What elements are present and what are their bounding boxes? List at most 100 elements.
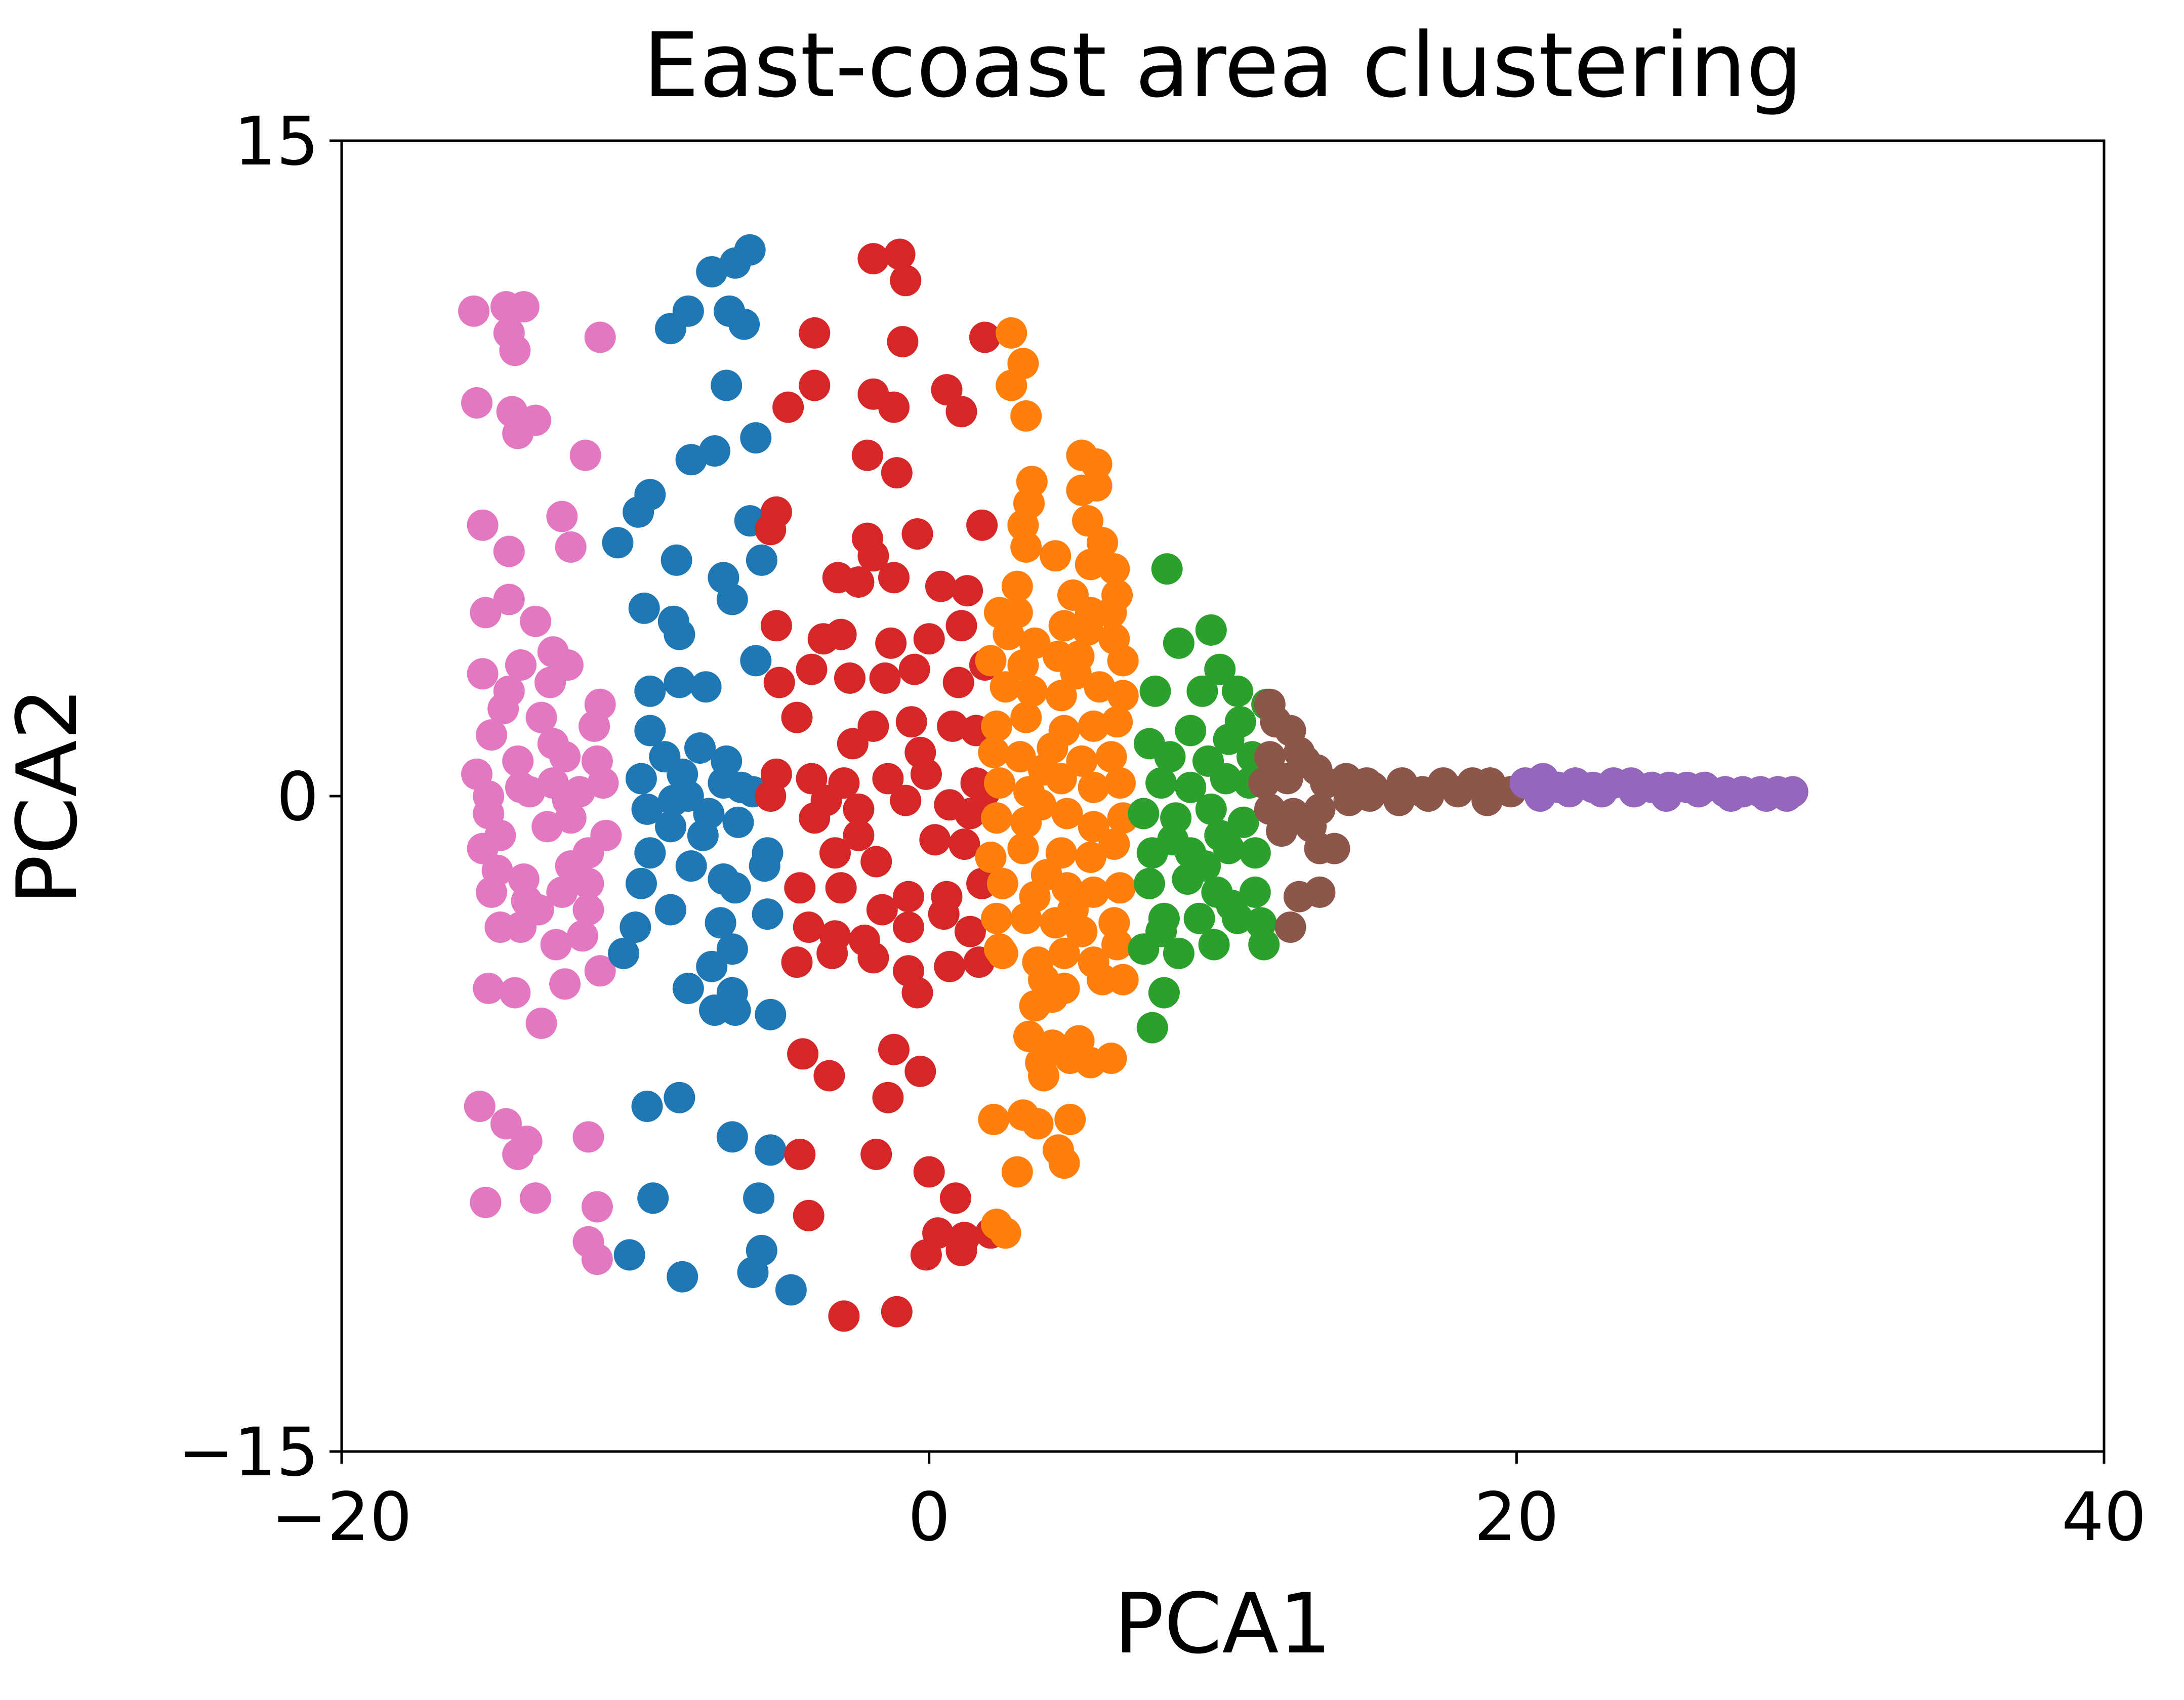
scatter-point bbox=[602, 527, 634, 559]
scatter-point bbox=[655, 894, 686, 926]
scatter-point bbox=[1048, 937, 1080, 969]
scatter-point bbox=[913, 1156, 945, 1188]
scatter-point bbox=[1239, 876, 1271, 908]
x-tick-label: 40 bbox=[2062, 1478, 2147, 1556]
scatter-point bbox=[1254, 741, 1286, 773]
scatter-point bbox=[1148, 977, 1180, 1009]
scatter-point bbox=[613, 1239, 645, 1271]
scatter-point bbox=[784, 872, 816, 904]
scatter-point bbox=[728, 308, 760, 340]
scatter-point bbox=[637, 1182, 669, 1214]
scatter-point bbox=[464, 1091, 496, 1122]
scatter-point bbox=[1239, 837, 1271, 869]
scatter-point bbox=[569, 439, 601, 471]
scatter-point bbox=[1163, 937, 1194, 969]
scatter-point bbox=[1175, 715, 1207, 747]
scatter-point bbox=[743, 1182, 775, 1214]
scatter-point bbox=[1553, 776, 1585, 808]
scatter-point bbox=[572, 894, 604, 926]
scatter-point bbox=[895, 706, 927, 738]
scatter-point bbox=[1010, 902, 1042, 934]
scatter-point bbox=[1248, 929, 1280, 961]
scatter-point bbox=[1098, 553, 1130, 585]
scatter-point bbox=[625, 867, 657, 899]
scatter-point bbox=[525, 701, 557, 733]
scatter-point bbox=[1157, 824, 1189, 856]
y-axis-label: PCA2 bbox=[0, 687, 96, 905]
scatter-point bbox=[505, 771, 537, 803]
scatter-point bbox=[884, 238, 916, 270]
scatter-point bbox=[857, 942, 889, 974]
scatter-point bbox=[843, 793, 875, 825]
scatter-point bbox=[675, 850, 707, 882]
scatter-point bbox=[1183, 902, 1215, 934]
scatter-point bbox=[990, 671, 1021, 703]
scatter-point bbox=[890, 265, 922, 297]
scatter-point bbox=[461, 387, 492, 419]
scatter-point bbox=[716, 1121, 748, 1153]
scatter-point bbox=[1048, 1147, 1080, 1179]
scatter-point bbox=[540, 929, 572, 961]
scatter-point bbox=[981, 1209, 1013, 1240]
scatter-point bbox=[493, 535, 525, 567]
scatter-point bbox=[1210, 763, 1242, 795]
scatter-point bbox=[1618, 776, 1650, 808]
scatter-point bbox=[1107, 680, 1139, 712]
scatter-point bbox=[796, 653, 828, 685]
scatter-point bbox=[566, 920, 598, 952]
scatter-point bbox=[1022, 1108, 1054, 1140]
scatter-point bbox=[505, 649, 537, 681]
scatter-point bbox=[1007, 649, 1039, 681]
scatter-point bbox=[502, 745, 534, 777]
scatter-point bbox=[893, 911, 924, 943]
scatter-point bbox=[552, 784, 584, 816]
scatter-point bbox=[631, 1091, 663, 1122]
scatter-point bbox=[458, 295, 490, 327]
scatter-point bbox=[1028, 754, 1059, 786]
scatter-point bbox=[755, 1134, 787, 1166]
scatter-point bbox=[572, 1121, 604, 1153]
scatter-point bbox=[975, 645, 1007, 677]
scatter-point bbox=[825, 872, 857, 904]
scatter-point bbox=[655, 313, 686, 345]
scatter-point bbox=[928, 898, 960, 930]
x-tick-label: 20 bbox=[1474, 1478, 1559, 1556]
scatter-point bbox=[584, 955, 616, 987]
scatter-point bbox=[711, 369, 743, 401]
scatter-point bbox=[1004, 741, 1036, 773]
scatter-point bbox=[584, 321, 616, 353]
scatter-point bbox=[655, 811, 686, 843]
scatter-point bbox=[499, 335, 531, 366]
scatter-point bbox=[1139, 675, 1171, 707]
scatter-point bbox=[634, 479, 666, 511]
scatter-point bbox=[978, 736, 1010, 768]
scatter-point bbox=[1057, 894, 1089, 926]
scatter-point bbox=[763, 667, 795, 698]
scatter-point bbox=[467, 509, 499, 541]
scatter-point bbox=[983, 767, 1015, 799]
scatter-point bbox=[493, 584, 525, 615]
scatter-point bbox=[1715, 780, 1747, 812]
scatter-point bbox=[1060, 658, 1092, 690]
scatter-point bbox=[1016, 675, 1048, 707]
scatter-point bbox=[549, 741, 581, 773]
scatter-point bbox=[793, 1199, 825, 1231]
scatter-point bbox=[1078, 771, 1109, 803]
scatter-point bbox=[913, 623, 945, 655]
scatter-point bbox=[890, 784, 922, 816]
scatter-point bbox=[1175, 771, 1207, 803]
scatter-point bbox=[881, 1296, 913, 1328]
scatter-point bbox=[667, 1261, 698, 1293]
scatter-point bbox=[872, 1082, 904, 1113]
scatter-point bbox=[898, 653, 930, 685]
scatter-point bbox=[1101, 929, 1133, 961]
scatter-point bbox=[981, 902, 1013, 934]
scatter-point bbox=[1048, 610, 1080, 642]
scatter-point bbox=[1189, 850, 1221, 882]
scatter-point bbox=[634, 675, 666, 707]
scatter-point bbox=[1266, 815, 1298, 847]
scatter-point bbox=[1248, 767, 1280, 799]
scatter-point bbox=[843, 566, 875, 598]
scatter-point bbox=[828, 1300, 860, 1332]
